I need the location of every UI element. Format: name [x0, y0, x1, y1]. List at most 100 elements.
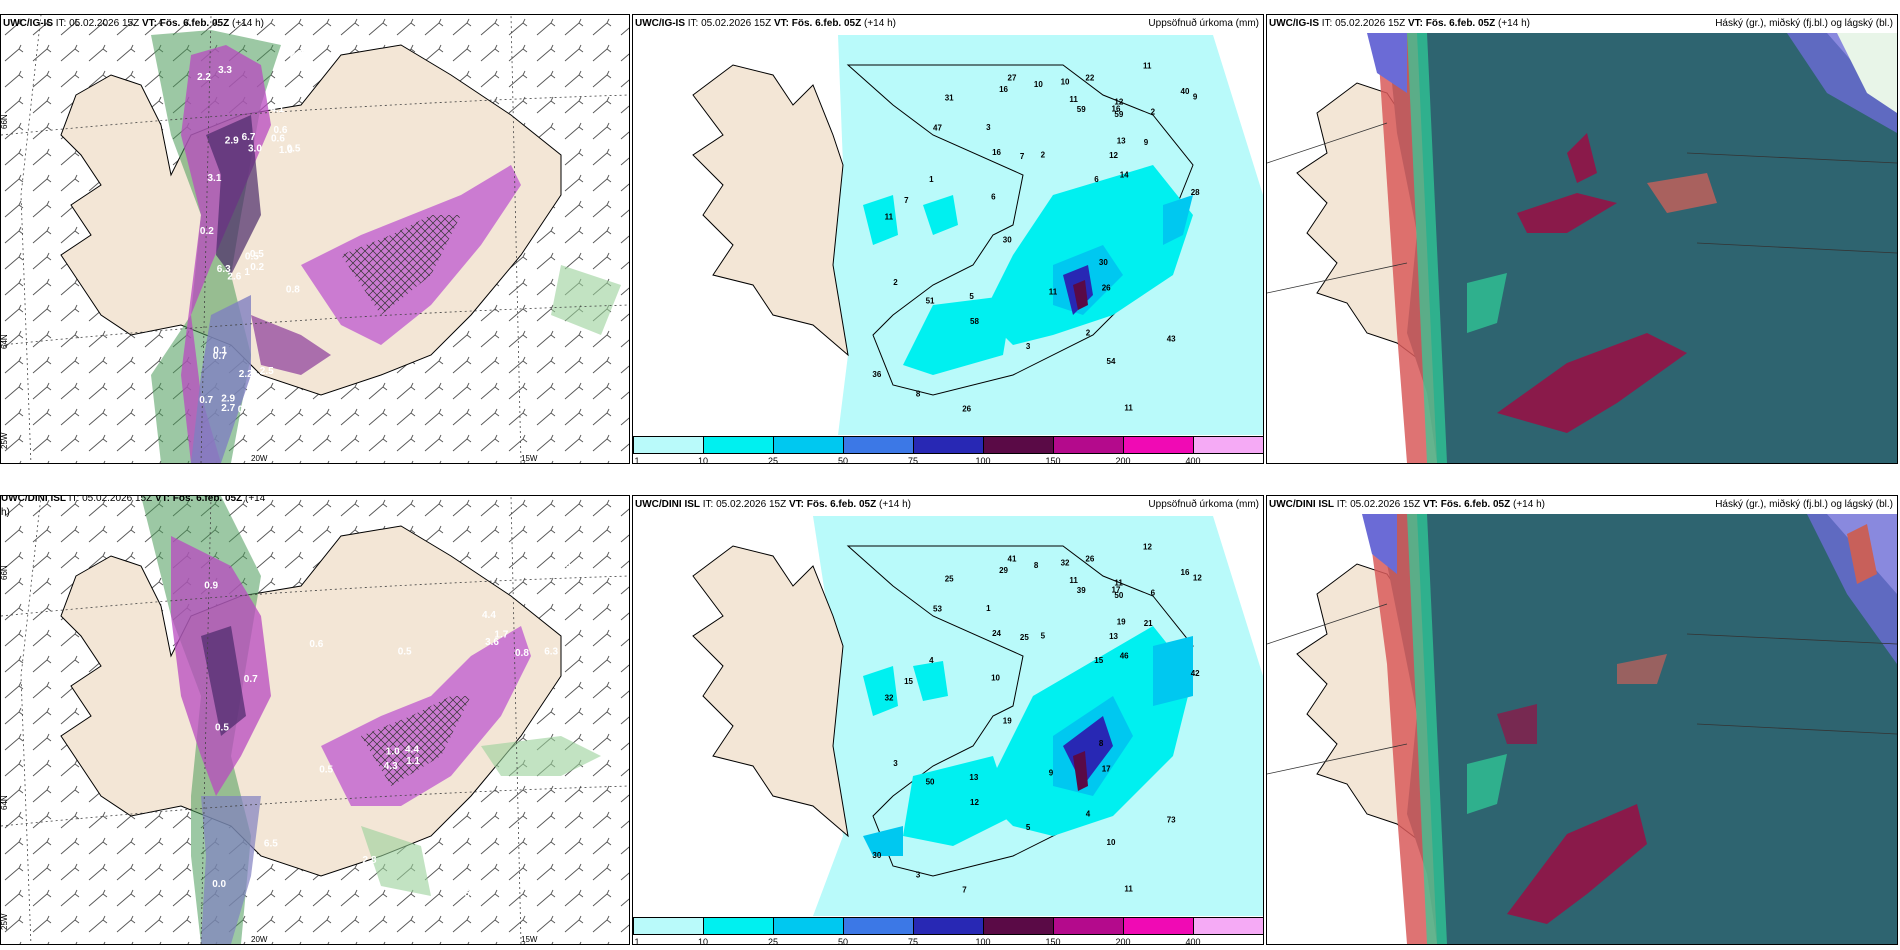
value-label: 13 [1117, 137, 1126, 146]
value-label: 0.5 [215, 723, 229, 734]
value-label: 53 [933, 605, 942, 614]
value-label: 10 [1061, 78, 1070, 87]
value-label: 2.2 [239, 369, 253, 380]
value-label: 6 [991, 192, 996, 201]
value-label: 6.7 [242, 132, 256, 143]
value-label: 30 [872, 851, 881, 860]
colorbar: 1 10 25 50 75 100 150 200 400 [633, 917, 1263, 944]
value-label: 19 [1117, 618, 1126, 627]
value-label: 30 [1003, 236, 1012, 245]
vt-label: VT: [773, 18, 789, 29]
value-label: 6 [1151, 588, 1156, 597]
value-label: 12 [1109, 151, 1118, 160]
value-label: 2 [893, 278, 898, 287]
colorbar-tick: 1 [634, 456, 640, 464]
value-label: 4.4 [405, 744, 419, 755]
value-label: 6.3 [544, 646, 558, 657]
value-label: 21 [1144, 619, 1153, 628]
value-label: 1 [929, 175, 934, 184]
value-label: 6 [1094, 175, 1099, 184]
value-label: 11 [1049, 288, 1058, 297]
lon-label: 25W [1, 432, 9, 449]
value-label: 17 [1112, 585, 1121, 594]
value-label: 0.8 [286, 285, 300, 296]
value-label: 2.2 [197, 72, 211, 83]
model-name: UWC/IG-IS [1269, 18, 1319, 29]
value-label: 0.0 [212, 879, 226, 890]
value-label: 3 [986, 123, 991, 132]
vt-value: Fös. 6.feb. 05Z [159, 18, 230, 29]
lon-label: 25W [1, 913, 9, 930]
value-label: 2 [1151, 107, 1156, 116]
lat-label: 66N [1, 114, 9, 129]
panel-header: UWC/DINI ISL IT: 05.02.2026 15Z VT: Fös.… [1269, 499, 1545, 511]
value-label: 0.7 [263, 405, 277, 416]
snow-value-labels: 0.0 1.7 0.9 3.3 3.6 6.5 6.3 4.8 2.8 0.8 0.6 0.9 0.5 0… [204, 559, 571, 900]
value-label: 3.1 [208, 173, 222, 184]
lon-label: 15W [521, 935, 538, 944]
value-label: 0.9 [296, 878, 310, 889]
value-label: 9 [1144, 138, 1149, 147]
value-label: 11 [1114, 578, 1123, 587]
value-label: 12 [1193, 573, 1202, 582]
value-label: 46 [1120, 651, 1129, 660]
precip-map: 2321232896567793040121011142851474359272… [633, 15, 1263, 435]
colorbar-tick: 50 [837, 456, 849, 464]
it-label: IT: [687, 18, 699, 29]
value-label: 1.0 [386, 747, 400, 758]
value-label: 16 [1181, 568, 1190, 577]
value-label: 4.8 [557, 559, 571, 570]
model-name: UWC/IG-IS [3, 18, 53, 29]
value-label: 3 [916, 871, 921, 880]
value-label: 11 [885, 213, 894, 222]
value-label: 16 [999, 85, 1008, 94]
colorbar-swatch [703, 436, 774, 454]
value-label: 9 [1049, 769, 1054, 778]
panel-header: UWC/IG-IS IT: 05.02.2026 15Z VT: Fös. 6.… [1269, 18, 1530, 30]
colorbar-swatch [773, 917, 844, 935]
it-value: 05.02.2026 15Z [69, 18, 140, 29]
precip-map: 3554416312101315152521191611323246425053… [633, 496, 1263, 916]
value-label: 11 [1069, 95, 1078, 104]
colorbar-swatch [1053, 917, 1124, 935]
value-label: 15 [1094, 656, 1103, 665]
value-label: 40 [1181, 87, 1190, 96]
value-label: 32 [885, 694, 894, 703]
value-label: 6.5 [264, 838, 278, 849]
model-name: UWC/DINI ISL [635, 499, 700, 510]
colorbar-swatch [913, 917, 984, 935]
snow-map: 66N 64N 25W 20W 15W 0.70.60.80.60.60.70.… [1, 15, 629, 463]
value-label: 26 [1085, 555, 1094, 564]
model-name: UWC/DINI ISL [1269, 499, 1334, 510]
it-label: IT: [1321, 18, 1333, 29]
value-label: 30 [1099, 258, 1108, 267]
value-label: 0.5 [287, 143, 301, 154]
value-label: 10 [1034, 80, 1043, 89]
value-label: 11 [1143, 62, 1152, 71]
colorbar-swatch [1193, 436, 1263, 454]
value-label: 11 [1124, 403, 1133, 412]
value-label: 22 [1085, 74, 1094, 83]
value-label: 3.3 [359, 888, 373, 899]
it-label: IT: [68, 495, 80, 504]
it-value: 05.02.2026 15Z [716, 499, 787, 510]
vt-label: VT: [1407, 18, 1423, 29]
precip-value-labels: 3554416312101315152521191611323246425053… [872, 543, 1202, 895]
value-label: 0.6 [456, 889, 470, 900]
value-label: 4.4 [482, 610, 496, 621]
value-label: 50 [926, 778, 935, 787]
value-label: 13 [969, 773, 978, 782]
value-label: 59 [1077, 105, 1086, 114]
colorbar-swatch [983, 917, 1054, 935]
value-label: 0.6 [274, 125, 288, 136]
value-label: 0.5 [250, 249, 264, 260]
value-label: 3 [893, 759, 898, 768]
field-title: Háský (gr.), miðský (fj.bl.) og lágský (… [1715, 18, 1893, 29]
value-label: 12 [1143, 543, 1152, 552]
step: (+14 h) [232, 18, 264, 29]
lon-label: 15W [521, 454, 538, 463]
panel-precip-dini: UWC/DINI ISL IT: 05.02.2026 15Z VT: Fös.… [632, 495, 1264, 945]
value-label: 47 [933, 124, 942, 133]
colorbar-swatch [913, 436, 984, 454]
value-label: 39 [1077, 586, 1086, 595]
